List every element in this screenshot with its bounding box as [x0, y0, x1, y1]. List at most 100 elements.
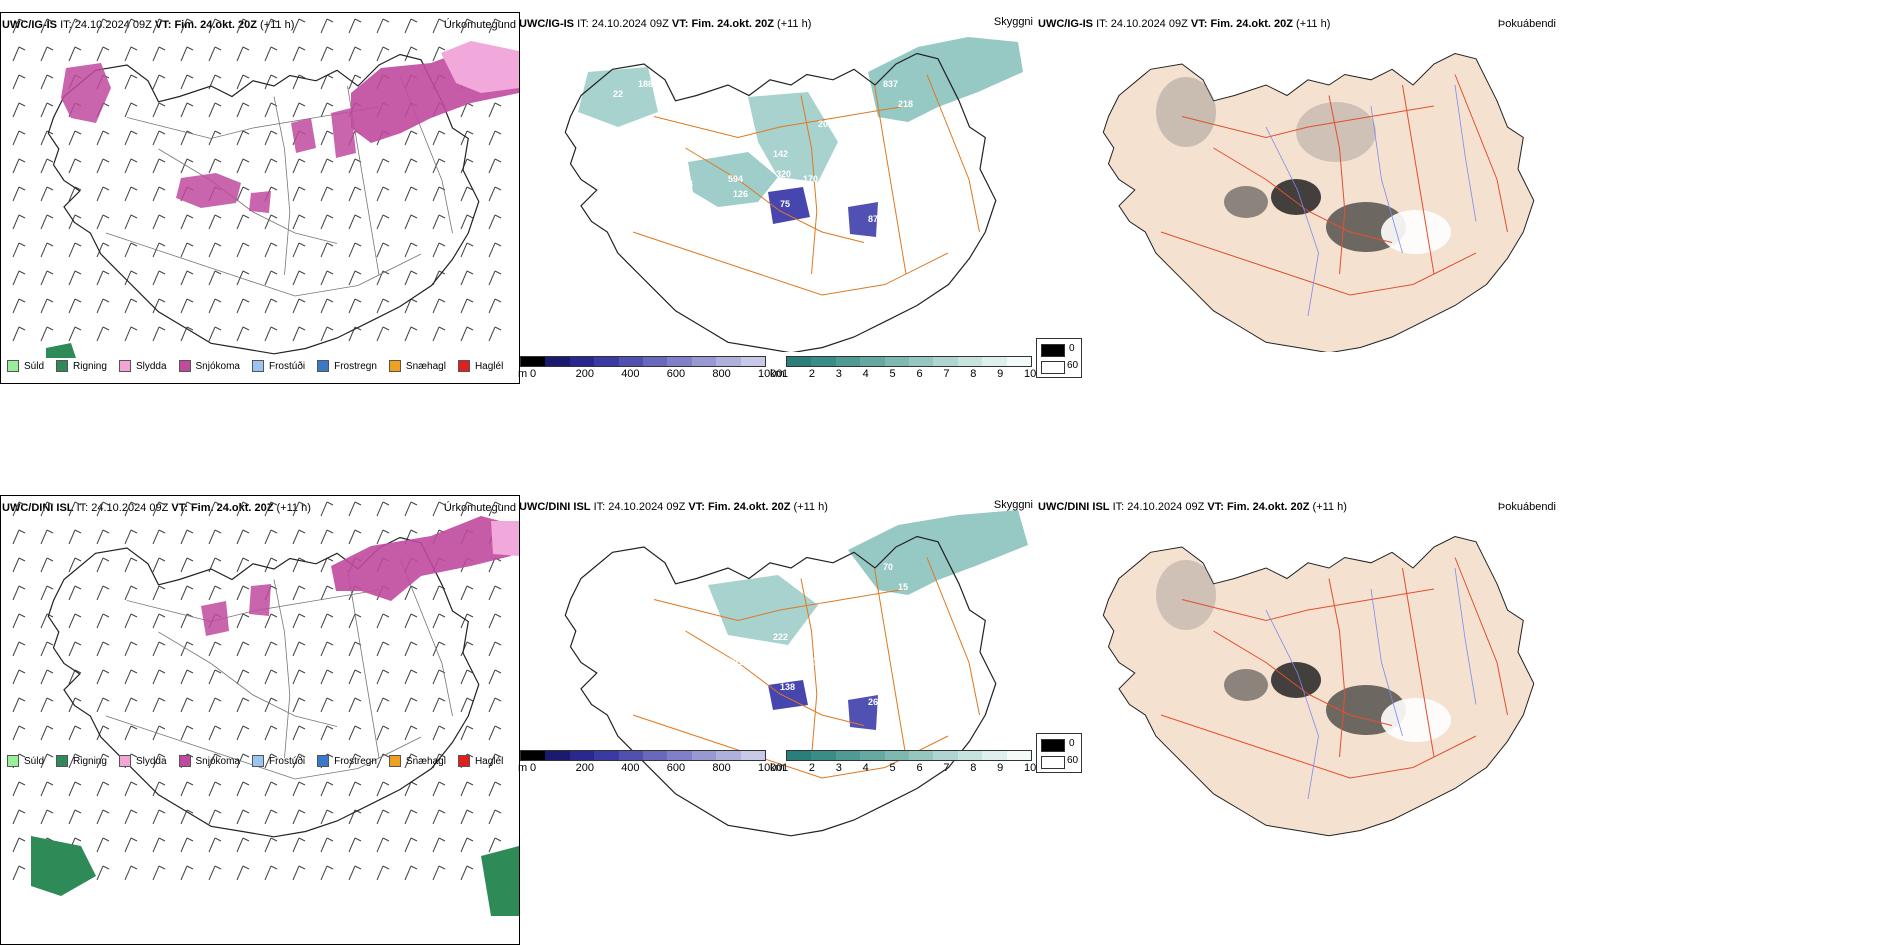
wind-barb: [124, 18, 132, 34]
wind-barb-tick: [466, 501, 474, 506]
wind-barb: [68, 18, 76, 34]
wind-barb: [460, 242, 468, 258]
wind-barb: [180, 158, 188, 174]
wind-barb: [12, 130, 20, 146]
wind-barb-tick: [298, 753, 306, 758]
colorbar-cell: [933, 357, 958, 366]
wind-barb: [68, 130, 76, 146]
wind-barb-tick: [130, 186, 138, 191]
wind-barb: [348, 613, 356, 629]
wind-barb: [40, 130, 48, 146]
wind-barb: [152, 669, 160, 685]
wind-barb: [292, 214, 300, 230]
wind-barb: [208, 697, 216, 713]
wind-barb: [12, 837, 20, 853]
wind-barb-tick: [494, 641, 502, 646]
colorbar-cell: [740, 751, 766, 760]
wind-barb-tick: [214, 529, 222, 534]
wind-barb-tick: [74, 501, 82, 506]
wind-barb: [12, 326, 20, 342]
wind-barb: [152, 158, 160, 174]
wind-barb: [68, 298, 76, 314]
wind-barb-tick: [130, 529, 138, 534]
wind-barb: [264, 130, 272, 146]
wind-barb: [320, 809, 328, 825]
wind-barb-tick: [214, 865, 222, 870]
wind-barb: [208, 753, 216, 769]
wind-barb: [12, 46, 20, 62]
wind-barb: [264, 298, 272, 314]
wind-barb: [208, 501, 216, 517]
cloud-base-label: 142: [773, 149, 788, 159]
wind-barb-tick: [158, 501, 166, 506]
wind-barb-tick: [130, 865, 138, 870]
wind-barb: [124, 46, 132, 62]
wind-barb-tick: [494, 158, 502, 163]
wind-barb-tick: [130, 837, 138, 842]
wind-barb-tick: [326, 158, 334, 163]
wind-barb: [40, 158, 48, 174]
wind-barb-tick: [214, 326, 222, 331]
wind-barb: [124, 585, 132, 601]
colorbar-cell: [545, 751, 570, 760]
colorbar-cell: [667, 751, 692, 760]
wind-barb-tick: [18, 557, 26, 562]
wind-barb-tick: [102, 669, 110, 674]
wind-barb-tick: [270, 725, 278, 730]
wind-barb-tick: [410, 18, 418, 23]
wind-barb: [236, 130, 244, 146]
wind-barb: [376, 501, 384, 517]
legend-label: Súld: [24, 360, 45, 372]
wind-barb: [404, 298, 412, 314]
precip-legend-2: Súld Rigning Slydda Snjókoma Frostúði Frostre…: [7, 755, 515, 767]
ceiling-bar-row-2: [520, 750, 766, 761]
wind-barb-tick: [298, 725, 306, 730]
wind-barb-tick: [494, 326, 502, 331]
wind-barb: [208, 242, 216, 258]
wind-barb-tick: [270, 74, 278, 79]
wind-barb: [488, 214, 496, 230]
cloud-base-label: 257: [613, 572, 628, 582]
wind-barb: [460, 809, 468, 825]
wind-barb-tick: [18, 697, 26, 702]
wind-barb-tick: [158, 669, 166, 674]
cloud-base-label: 261: [868, 697, 883, 707]
wind-barb: [68, 697, 76, 713]
wind-barb-tick: [494, 102, 502, 107]
wind-barb: [432, 242, 440, 258]
wind-barb: [208, 158, 216, 174]
wind-barb-tick: [466, 641, 474, 646]
wind-barb: [264, 613, 272, 629]
wind-barb-tick: [18, 837, 26, 842]
colorbar-cell: [618, 751, 644, 760]
wind-barb-tick: [354, 865, 362, 870]
colorbar-cell: [811, 357, 836, 366]
colorbar-tick: 1: [782, 368, 789, 380]
lead-time: (+11 h): [260, 19, 295, 31]
wind-barb: [264, 242, 272, 258]
wind-barb-tick: [270, 242, 278, 247]
legend-item: Rigning: [56, 360, 107, 372]
wind-barb-tick: [74, 697, 82, 702]
wind-barb-tick: [298, 697, 306, 702]
wind-barb-tick: [494, 725, 502, 730]
wind-barb-tick: [74, 46, 82, 51]
colorbar-cell: [643, 751, 668, 760]
wind-barb-tick: [382, 298, 390, 303]
wind-barb: [376, 641, 384, 657]
wind-barb: [376, 809, 384, 825]
wind-barb: [432, 298, 440, 314]
wind-barb: [432, 725, 440, 741]
wind-barb: [460, 270, 468, 286]
wind-barb-tick: [326, 865, 334, 870]
wind-barb: [376, 214, 384, 230]
wind-barb-tick: [382, 781, 390, 786]
wind-barb-tick: [410, 585, 418, 590]
wind-barb-tick: [242, 298, 250, 303]
wind-barb-tick: [410, 865, 418, 870]
colorbar-tick: 1000: [758, 368, 783, 380]
wind-barb: [208, 46, 216, 62]
cloud-base-label: 357: [638, 562, 653, 572]
wind-barb: [292, 186, 300, 202]
